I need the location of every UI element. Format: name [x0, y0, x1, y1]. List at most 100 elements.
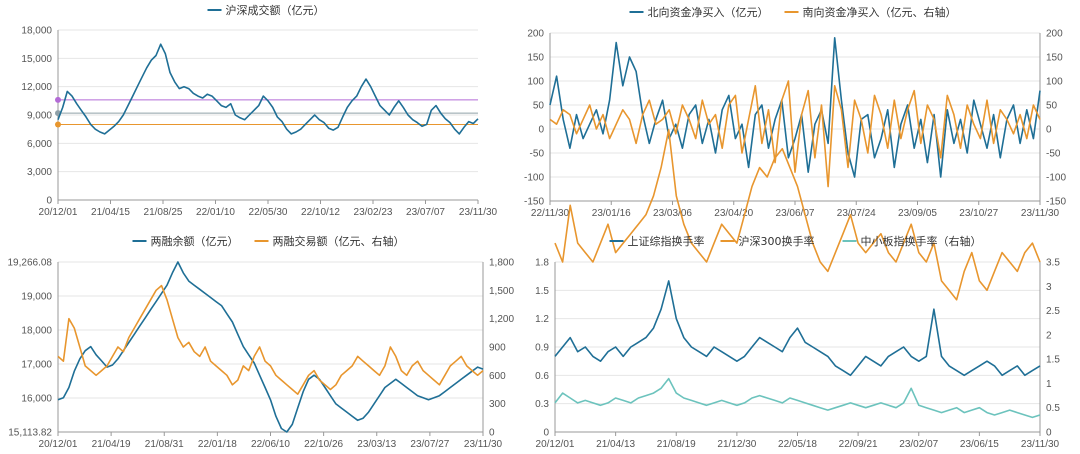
series-line	[549, 36, 1041, 178]
y-tick-label: 0.6	[535, 371, 549, 382]
legend-label: 沪深300换手率	[739, 234, 815, 248]
series-line	[57, 284, 484, 396]
y-tick-label: 0.3	[535, 399, 549, 410]
series-line	[554, 280, 1041, 377]
x-tick-label: 21/04/19	[92, 439, 131, 450]
y2-tick-label: 50	[1046, 101, 1058, 112]
y2-tick-label: 600	[489, 371, 506, 382]
legend-label: 两融余额（亿元）	[151, 234, 239, 248]
x-tick-label: 23/01/16	[592, 208, 631, 219]
y2-tick-label: 200	[1046, 29, 1063, 40]
x-tick-label: 21/08/31	[145, 439, 184, 450]
y-tick-label: 16,000	[21, 394, 52, 405]
y-tick-label: 18,000	[21, 326, 52, 337]
x-tick-label: 23/07/24	[837, 208, 876, 219]
x-tick-label: 23/11/30	[464, 439, 503, 450]
x-tick-label: 22/10/12	[301, 207, 340, 218]
x-tick-label: 22/10/26	[304, 439, 343, 450]
y-tick-label: 150	[527, 53, 544, 64]
y-tick-label: -100	[524, 173, 544, 184]
x-tick-label: 20/12/01	[39, 207, 78, 218]
y-tick-label: 19,000	[21, 292, 52, 303]
y-tick-label: -50	[530, 149, 545, 160]
x-tick-label: 23/03/06	[653, 208, 692, 219]
legend-label: 两融交易额（亿元、右轴）	[273, 234, 405, 248]
y-tick-label: 17,000	[21, 360, 52, 371]
y2-tick-label: 3.5	[1046, 258, 1060, 269]
reference-marker	[55, 121, 61, 128]
legend-label: 北向资金净买入（亿元）	[648, 5, 769, 19]
y-tick-label: 1.5	[535, 286, 549, 297]
x-tick-label: 23/09/05	[898, 208, 937, 219]
x-tick-label: 22/06/10	[251, 439, 290, 450]
y2-tick-label: -150	[1046, 197, 1066, 208]
chart-margin-balance: 19,266.08 19,000 18,000 17,000 16,000 15,113.…	[8, 234, 515, 450]
series-line	[554, 377, 1041, 419]
y-tick-label: 15,113.82	[8, 428, 52, 439]
x-tick-label: 21/04/15	[91, 207, 130, 218]
x-tick-label: 23/10/27	[959, 208, 998, 219]
y2-tick-label: 0	[1046, 125, 1052, 136]
x-tick-label: 21/04/13	[596, 439, 635, 450]
y2-tick-label: 0.5	[1046, 403, 1060, 414]
x-tick-label: 23/02/07	[899, 439, 938, 450]
y-tick-label: 6,000	[27, 139, 52, 150]
y2-tick-label: 1,500	[489, 286, 514, 297]
y-tick-label: 0	[543, 428, 549, 439]
x-tick-label: 22/01/18	[198, 439, 237, 450]
chart-turnover: 18,000 15,000 12,000 9,000 6,000 3,000 020/12/…	[21, 3, 497, 218]
y-tick-label: 0	[538, 125, 544, 136]
legend-label: 中小板指换手率（右轴）	[861, 234, 982, 248]
x-tick-label: 23/06/07	[776, 208, 815, 219]
x-tick-label: 22/01/10	[196, 207, 235, 218]
reference-marker	[55, 96, 61, 103]
x-tick-label: 20/12/01	[536, 439, 575, 450]
y-tick-label: 18,000	[21, 26, 52, 37]
y2-tick-label: -100	[1046, 173, 1066, 184]
x-tick-label: 23/07/27	[410, 439, 449, 450]
y-tick-label: 100	[527, 77, 544, 88]
y-tick-label: 0.9	[535, 343, 549, 354]
x-tick-label: 20/12/01	[39, 439, 78, 450]
legend-label: 沪深成交额（亿元）	[226, 3, 325, 17]
y2-tick-label: 1	[1046, 379, 1052, 390]
y2-tick-label: 3	[1046, 282, 1052, 293]
x-tick-label: 23/02/23	[354, 207, 393, 218]
y-tick-label: 0	[46, 196, 52, 207]
x-tick-label: 22/05/30	[249, 207, 288, 218]
x-tick-label: 23/03/13	[357, 439, 396, 450]
x-tick-label: 22/09/21	[839, 439, 878, 450]
x-tick-label: 23/11/30	[459, 207, 498, 218]
x-tick-label: 21/08/19	[657, 439, 696, 450]
y-tick-label: 9,000	[27, 111, 52, 122]
y-tick-label: 200	[527, 29, 544, 40]
x-tick-label: 22/05/18	[778, 439, 817, 450]
y2-tick-label: 150	[1046, 53, 1063, 64]
y-tick-label: 1.8	[535, 258, 549, 269]
y2-tick-label: 1,800	[489, 258, 514, 269]
y-tick-label: 3,000	[27, 167, 52, 178]
y2-tick-label: 0	[489, 428, 495, 439]
x-tick-label: 21/08/25	[144, 207, 183, 218]
x-tick-label: 23/11/30	[1021, 439, 1060, 450]
series-line	[57, 261, 484, 433]
y2-tick-label: 0	[1046, 428, 1052, 439]
chart-northbound-southbound: 200 150 100 50 0 -50 -100 -150 200 150 100 50 0 -50 -1…	[524, 5, 1066, 219]
series-line	[554, 129, 1041, 301]
y2-tick-label: 2	[1046, 330, 1052, 341]
y-tick-label: -150	[524, 197, 544, 208]
x-tick-label: 23/11/30	[1021, 208, 1060, 219]
y-tick-label: 50	[533, 101, 545, 112]
series-line	[57, 43, 479, 135]
legend-label: 上证综指换手率	[628, 234, 705, 248]
y-tick-label: 12,000	[21, 82, 52, 93]
y-tick-label: 15,000	[21, 54, 52, 65]
y-tick-label: 19,266.08	[8, 258, 53, 269]
y2-tick-label: 900	[489, 343, 506, 354]
y2-tick-label: 2.5	[1046, 306, 1060, 317]
legend-label: 南向资金净买入（亿元、右轴）	[803, 5, 957, 19]
y2-tick-label: 100	[1046, 77, 1063, 88]
x-tick-label: 21/12/30	[717, 439, 756, 450]
series-line	[549, 80, 1041, 188]
